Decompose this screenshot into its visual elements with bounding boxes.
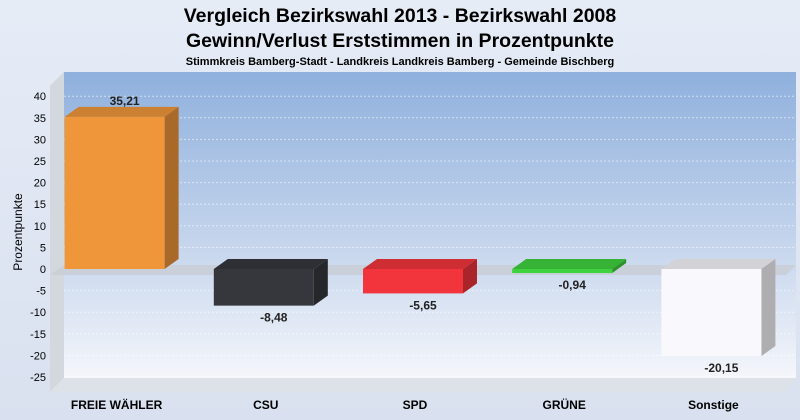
bar-grüne — [512, 259, 627, 274]
category-label: CSU — [253, 398, 278, 412]
bar-top-face — [213, 259, 328, 269]
y-tick-label: 40 — [34, 91, 46, 103]
bar-front-face — [64, 116, 165, 270]
bar-spd — [363, 259, 477, 294]
bar-value-label: -0,94 — [559, 278, 587, 292]
category-label: FREIE WÄHLER — [71, 397, 163, 412]
y-tick-label: 15 — [34, 199, 46, 211]
category-label: GRÜNE — [543, 397, 586, 412]
category-label: SPD — [403, 398, 428, 412]
value-labels: 35,21 -8,48 -5,65 -0,94 -20,15 — [110, 94, 739, 375]
plot-floor — [50, 378, 796, 392]
bar-side-face — [612, 259, 627, 274]
category-labels: FREIE WÄHLER CSU SPD GRÜNE Sonstige — [71, 397, 739, 412]
y-tick-label: 35 — [34, 113, 46, 125]
bar-side-face — [164, 106, 179, 270]
y-tick-label: 30 — [34, 134, 46, 146]
bar-csu — [213, 259, 328, 306]
y-tick-label: -25 — [30, 372, 46, 384]
bar-front-face — [213, 269, 314, 306]
bar-value-label: 35,21 — [110, 94, 140, 108]
y-tick-label: -10 — [30, 307, 46, 319]
bar-top-face — [363, 259, 477, 269]
y-tick-label: 25 — [34, 156, 46, 168]
bar-top-face — [64, 106, 179, 117]
bar-front-face — [661, 269, 762, 357]
bar-front-face — [512, 269, 613, 274]
chart-subtitle: Stimmkreis Bamberg-Stadt - Landkreis Lan… — [186, 56, 615, 68]
y-tick-label: -15 — [30, 329, 46, 341]
bar-value-label: -8,48 — [260, 311, 288, 325]
bar-value-label: -20,15 — [704, 361, 738, 375]
bars — [64, 106, 776, 357]
chart-title-line-2: Gewinn/Verlust Erststimmen in Prozentpun… — [186, 30, 614, 52]
y-axis-label: Prozentpunkte — [11, 193, 25, 271]
bar-top-face — [661, 259, 776, 269]
bar-side-face — [761, 259, 776, 357]
y-tick-label: 10 — [34, 221, 46, 233]
bar-front-face — [363, 269, 463, 294]
y-tick-label: -5 — [36, 286, 46, 298]
y-tick-label: -20 — [30, 350, 46, 362]
plot-left-wall — [50, 72, 64, 392]
bar-sonstige — [661, 259, 776, 357]
y-tick-label: 0 — [40, 264, 46, 276]
y-tick-label: 5 — [40, 242, 46, 254]
bar-freie-wähler — [64, 106, 179, 270]
y-tick-label: 20 — [34, 178, 46, 190]
category-label: Sonstige — [688, 398, 739, 412]
y-axis-ticks: 40 35 30 25 20 15 10 5 0 -5 -10 -15 -20 -25 — [30, 91, 46, 384]
bar-side-face — [313, 259, 328, 306]
bar-top-face — [512, 259, 627, 269]
bar-side-face — [463, 259, 477, 294]
chart-title-line-1: Vergleich Bezirkswahl 2013 - Bezirkswahl… — [184, 5, 617, 27]
bar-value-label: -5,65 — [409, 298, 437, 312]
